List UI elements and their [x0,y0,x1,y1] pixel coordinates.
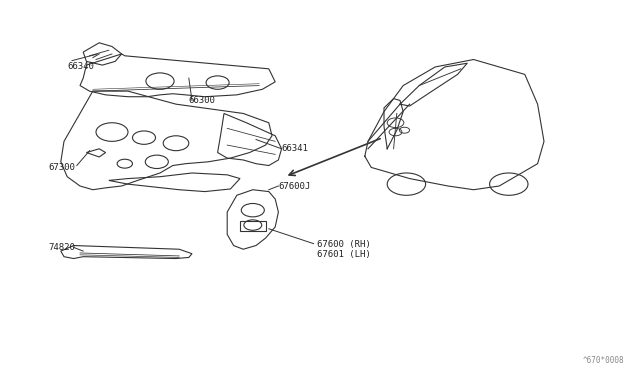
Text: 66341: 66341 [282,144,308,153]
Bar [240,221,266,231]
Text: 67600J: 67600J [278,182,310,190]
Text: 66340: 66340 [67,62,94,71]
Text: 67600 (RH)
67601 (LH): 67600 (RH) 67601 (LH) [317,240,371,259]
Text: 67300: 67300 [48,163,75,172]
Text: 74820: 74820 [48,243,75,252]
Text: 66300: 66300 [189,96,216,105]
Text: ^670*0008: ^670*0008 [582,356,624,365]
